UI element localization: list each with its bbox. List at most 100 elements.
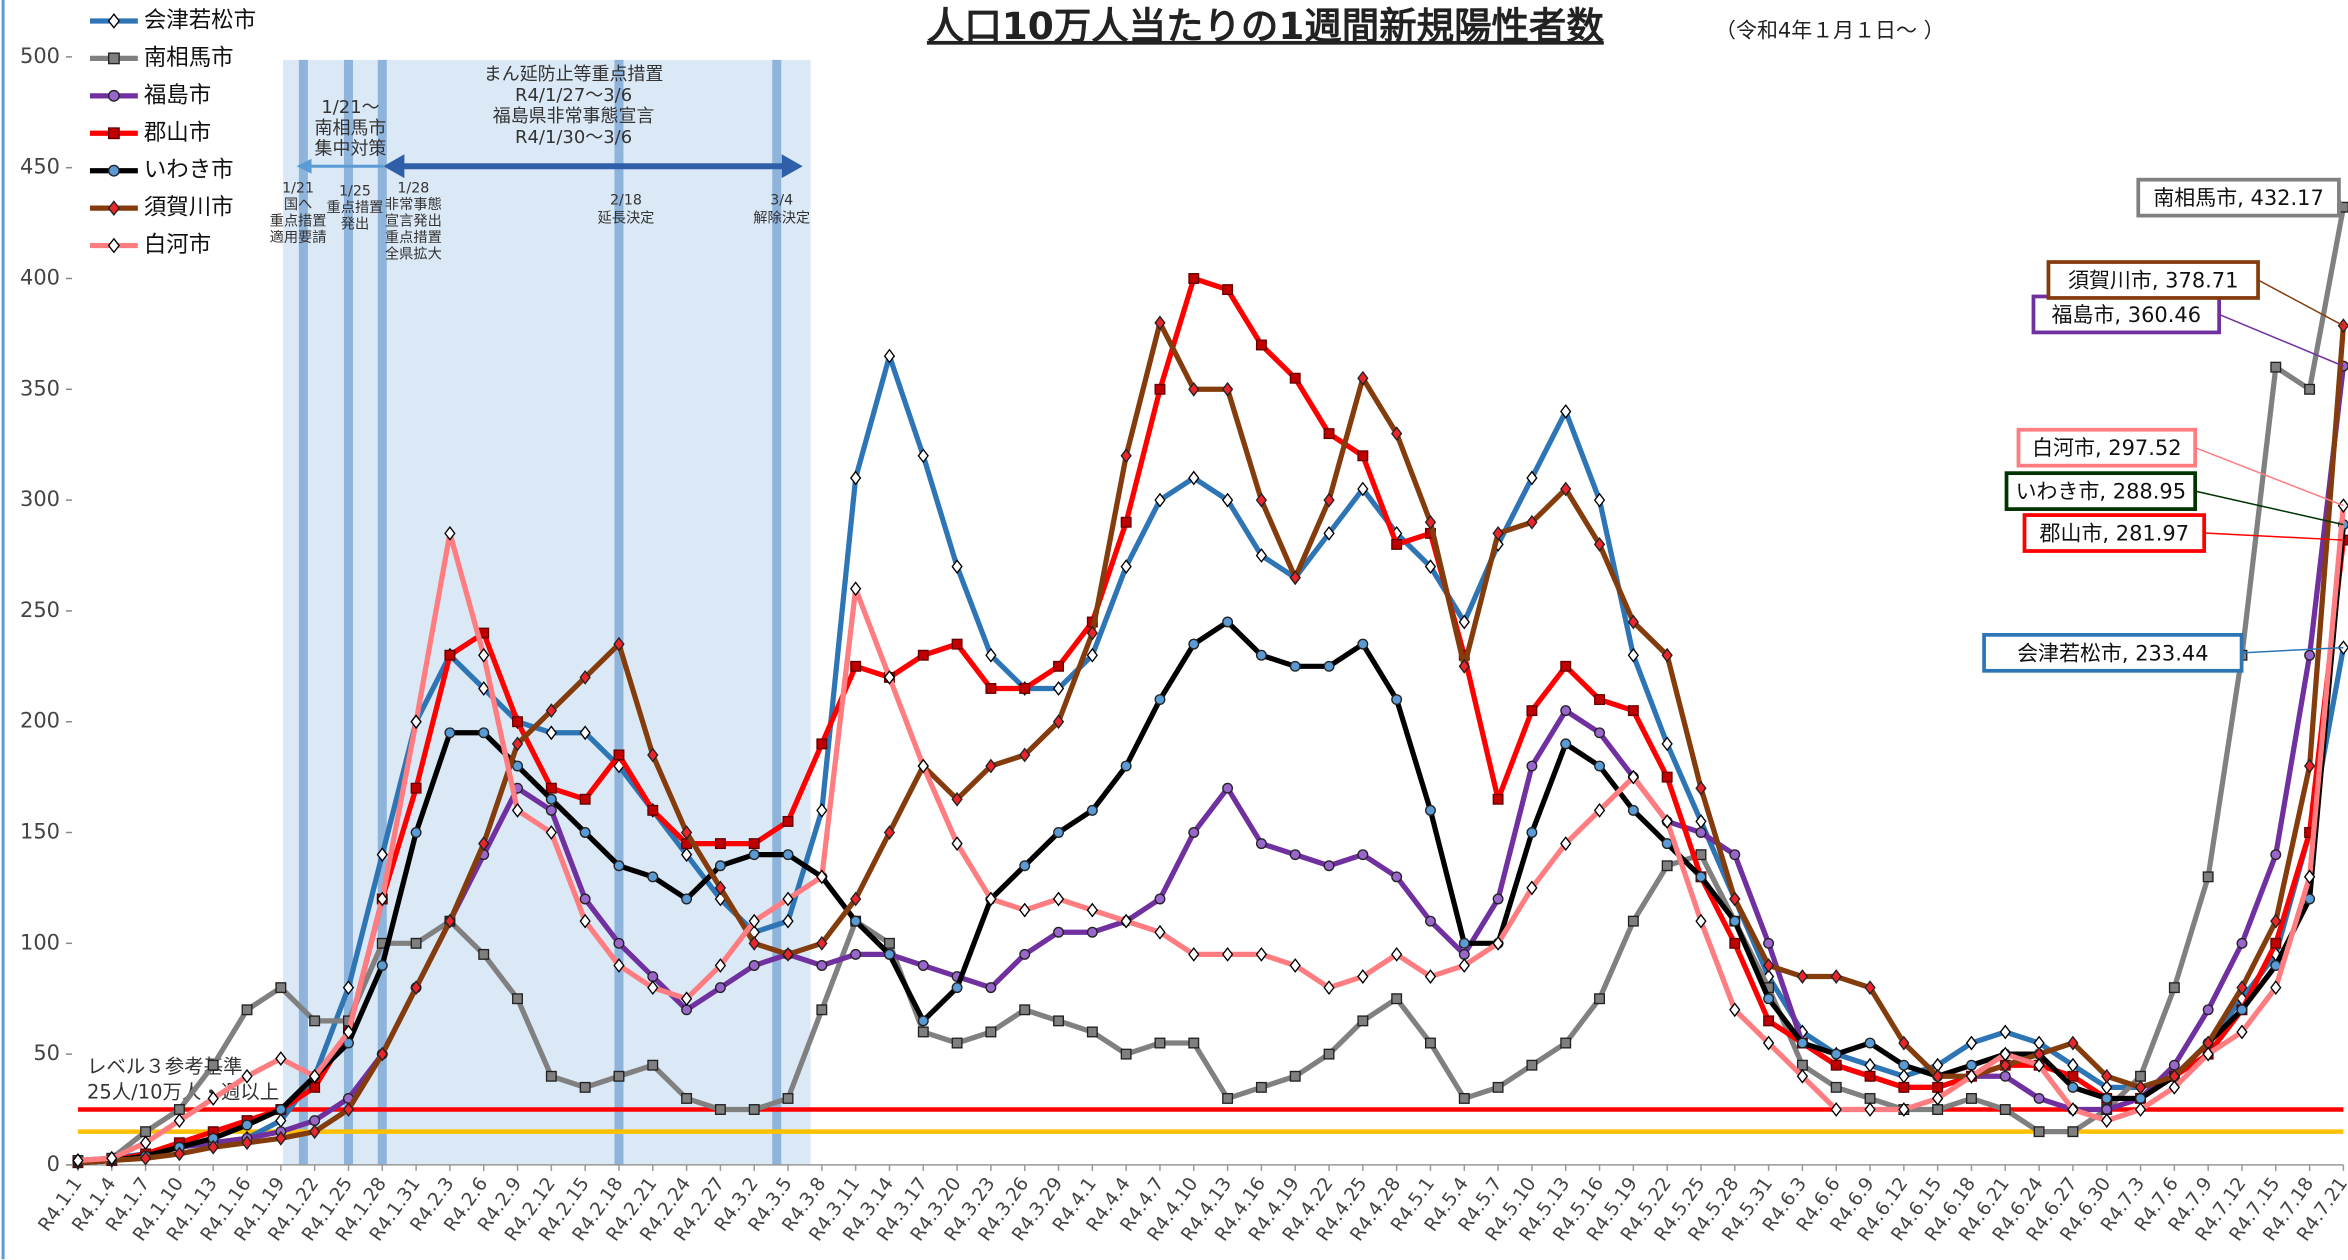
marker	[748, 849, 760, 861]
marker	[985, 891, 997, 907]
marker	[1323, 860, 1335, 872]
marker	[613, 636, 625, 652]
marker	[2202, 871, 2214, 883]
marker	[1425, 1037, 1436, 1049]
annotation: まん延防止等重点措置	[484, 64, 664, 85]
marker	[613, 860, 625, 872]
marker	[1086, 647, 1098, 663]
marker	[1526, 827, 1538, 838]
marker	[1458, 958, 1470, 973]
marker	[545, 725, 557, 741]
marker	[309, 1081, 321, 1093]
marker	[1661, 647, 1673, 663]
marker	[1323, 1048, 1335, 1060]
marker	[1458, 614, 1470, 630]
marker	[2270, 913, 2282, 929]
shaded-period	[283, 59, 811, 1165]
marker	[1762, 958, 1775, 973]
marker	[444, 649, 456, 661]
marker	[1120, 760, 1132, 772]
chart-subtitle: （令和4年１月１日～ ）	[1715, 18, 1945, 42]
annotation: 解除決定	[753, 210, 810, 227]
marker	[1830, 1048, 1842, 1060]
marker	[1019, 1004, 1031, 1016]
marker	[1932, 1091, 1944, 1106]
callout-leader	[2257, 279, 2344, 327]
marker	[376, 1046, 388, 1062]
marker	[1391, 538, 1403, 550]
marker	[1391, 694, 1403, 706]
marker	[376, 847, 388, 863]
marker	[1120, 913, 1132, 929]
marker	[1053, 926, 1064, 938]
marker	[748, 838, 760, 850]
y-tick-label: 450	[20, 155, 60, 179]
marker	[1729, 937, 1741, 949]
marker	[985, 982, 997, 994]
marker	[1796, 1068, 1809, 1084]
marker	[1458, 937, 1470, 949]
marker	[883, 348, 896, 364]
callout-box	[2022, 513, 2207, 553]
y-tick-label: 200	[20, 709, 60, 733]
marker	[748, 960, 760, 971]
marker	[1762, 1035, 1775, 1051]
marker	[951, 791, 963, 807]
marker	[816, 802, 828, 818]
marker	[139, 1135, 152, 1151]
event-bar	[343, 59, 353, 1165]
marker	[985, 683, 997, 694]
marker	[985, 758, 997, 774]
marker	[1864, 980, 1876, 996]
marker	[1323, 492, 1335, 508]
marker	[410, 937, 422, 949]
marker	[545, 793, 557, 805]
reference-label: レベル３参考基準	[87, 1055, 243, 1078]
marker	[1999, 1046, 2011, 1062]
marker	[1661, 814, 1673, 829]
marker	[579, 1081, 591, 1093]
marker	[613, 937, 625, 949]
marker	[1695, 913, 1707, 929]
marker	[1627, 915, 1639, 927]
marker	[1323, 980, 1335, 996]
marker	[748, 1104, 760, 1115]
annotation: 全県拡大	[385, 245, 442, 263]
marker	[647, 871, 659, 883]
marker	[1188, 946, 1200, 962]
marker	[1627, 614, 1639, 630]
series-line	[77, 524, 2347, 1166]
callout-leader	[2241, 646, 2344, 654]
marker	[1323, 525, 1335, 541]
marker	[1661, 860, 1673, 872]
callout-name: 郡山市	[2040, 522, 2103, 546]
annotation: 重点措置	[270, 213, 327, 230]
marker	[951, 559, 963, 574]
marker	[107, 52, 120, 65]
marker	[1458, 1092, 1470, 1104]
marker	[917, 758, 929, 774]
marker	[342, 980, 355, 996]
y-tick-label: 300	[20, 487, 60, 511]
marker	[917, 960, 929, 971]
marker	[173, 1146, 186, 1162]
marker	[1492, 793, 1504, 805]
marker	[1526, 470, 1538, 486]
marker	[309, 1115, 321, 1127]
marker	[1255, 838, 1267, 850]
marker	[1864, 1092, 1876, 1104]
marker	[410, 827, 422, 838]
marker	[1424, 969, 1437, 984]
marker	[883, 948, 895, 960]
marker	[883, 937, 895, 949]
marker	[1188, 827, 1200, 838]
marker	[1458, 658, 1470, 674]
marker	[680, 825, 693, 840]
callout-sep: ,	[2102, 522, 2115, 546]
marker	[850, 470, 862, 486]
marker	[376, 960, 388, 971]
annotation: 宣言発出	[385, 213, 442, 230]
marker	[2067, 1070, 2079, 1082]
marker	[647, 804, 659, 816]
